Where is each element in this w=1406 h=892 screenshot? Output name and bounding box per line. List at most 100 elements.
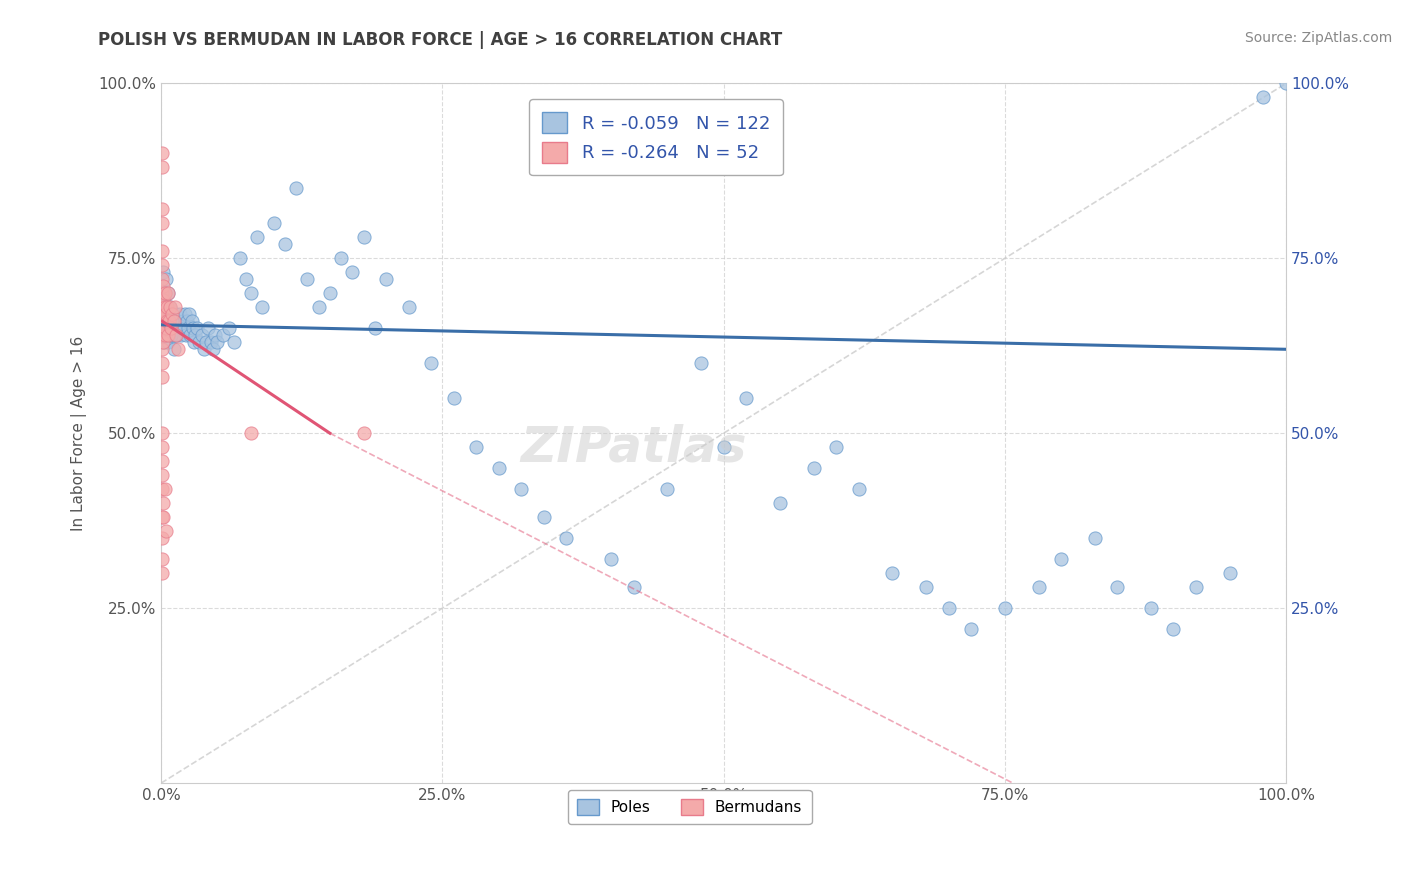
Point: [156, 286, 179, 301]
Point: [150, 301, 173, 315]
Point: [159, 301, 181, 315]
Point: [179, 328, 201, 343]
Point: [153, 301, 176, 315]
Point: [319, 286, 342, 301]
Point: [177, 321, 200, 335]
Point: [150, 244, 173, 259]
Point: [152, 279, 174, 293]
Point: [173, 307, 195, 321]
Point: [252, 301, 274, 315]
Point: [1253, 90, 1275, 104]
Point: [162, 321, 184, 335]
Point: [150, 258, 173, 272]
Point: [420, 356, 443, 370]
Point: [1028, 580, 1050, 594]
Point: [181, 321, 204, 335]
Text: Source: ZipAtlas.com: Source: ZipAtlas.com: [1244, 31, 1392, 45]
Point: [150, 370, 173, 384]
Point: [443, 391, 465, 405]
Point: [713, 440, 735, 454]
Point: [882, 566, 904, 581]
Point: [240, 286, 263, 301]
Point: [179, 307, 201, 321]
Point: [1084, 531, 1107, 545]
Point: [153, 286, 176, 301]
Point: [150, 454, 173, 468]
Point: [150, 440, 173, 454]
Point: [167, 343, 190, 357]
Point: [153, 328, 176, 343]
Point: [155, 321, 177, 335]
Point: [165, 328, 187, 343]
Point: [364, 321, 387, 335]
Point: [623, 580, 645, 594]
Point: [163, 328, 186, 343]
Point: [207, 335, 229, 350]
Point: [155, 307, 177, 321]
Point: [825, 440, 848, 454]
Y-axis label: In Labor Force | Age > 16: In Labor Force | Age > 16: [72, 335, 87, 531]
Point: [330, 252, 353, 266]
Point: [153, 301, 176, 315]
Point: [167, 314, 190, 328]
Point: [157, 301, 180, 315]
Point: [155, 272, 177, 286]
Point: [155, 307, 177, 321]
Point: [555, 531, 578, 545]
Point: [200, 335, 222, 350]
Point: [342, 265, 364, 279]
Point: [960, 622, 983, 636]
Point: [240, 426, 263, 441]
Point: [263, 216, 285, 230]
Point: [153, 328, 176, 343]
Point: [152, 293, 174, 308]
Point: [150, 510, 173, 524]
Point: [1107, 580, 1129, 594]
Point: [162, 343, 184, 357]
Point: [170, 328, 193, 343]
Point: [150, 343, 173, 357]
Point: [235, 272, 257, 286]
Point: [848, 482, 870, 496]
Point: [193, 343, 215, 357]
Point: [150, 552, 173, 566]
Point: [156, 328, 179, 343]
Point: [152, 307, 174, 321]
Point: [183, 335, 205, 350]
Point: [1219, 566, 1241, 581]
Point: [153, 314, 176, 328]
Point: [195, 335, 218, 350]
Point: [201, 343, 224, 357]
Point: [152, 307, 174, 321]
Point: [156, 321, 179, 335]
Point: [156, 286, 179, 301]
Point: [160, 328, 183, 343]
Point: [156, 314, 179, 328]
Point: [180, 314, 202, 328]
Point: [163, 321, 186, 335]
Point: [159, 307, 181, 321]
Point: [1163, 622, 1185, 636]
Point: [150, 216, 173, 230]
Point: [204, 328, 226, 343]
Point: [218, 321, 240, 335]
Point: [169, 307, 191, 321]
Point: [152, 510, 174, 524]
Point: [186, 321, 208, 335]
Point: [162, 314, 184, 328]
Point: [1185, 580, 1208, 594]
Point: [152, 321, 174, 335]
Point: [150, 328, 173, 343]
Point: [152, 335, 174, 350]
Point: [152, 496, 174, 510]
Point: [600, 552, 623, 566]
Point: [157, 314, 180, 328]
Point: [176, 314, 198, 328]
Point: [153, 314, 176, 328]
Point: [1275, 77, 1298, 91]
Point: [150, 426, 173, 441]
Point: [160, 314, 183, 328]
Point: [150, 356, 173, 370]
Point: [938, 601, 960, 615]
Point: [150, 314, 173, 328]
